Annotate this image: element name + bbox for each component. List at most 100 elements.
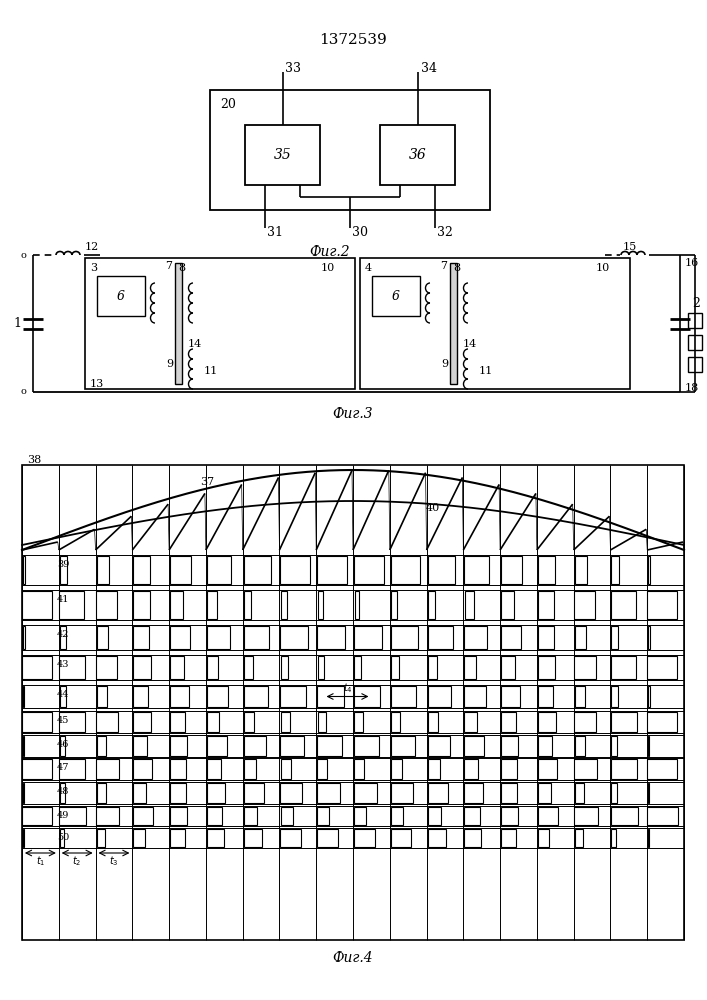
Bar (23, 556, 25, 584)
Bar (133, 807, 153, 825)
Bar (60, 626, 66, 649)
Bar (648, 626, 650, 649)
Text: $t_3$: $t_3$ (109, 854, 119, 868)
Bar (612, 686, 617, 707)
Bar (244, 736, 266, 756)
Bar (23, 829, 24, 847)
Bar (354, 656, 361, 679)
Bar (537, 712, 556, 732)
Bar (574, 759, 597, 779)
Bar (648, 686, 650, 707)
Bar (574, 656, 595, 679)
Bar (464, 591, 474, 619)
Text: 47: 47 (57, 763, 69, 772)
Bar (428, 759, 440, 779)
Text: 2: 2 (692, 297, 700, 310)
Bar (207, 712, 219, 732)
Bar (538, 591, 554, 619)
Bar (428, 686, 452, 707)
Text: 10: 10 (596, 263, 610, 273)
Bar (59, 712, 85, 732)
Text: 10: 10 (321, 263, 335, 273)
Text: Фиг.3: Фиг.3 (333, 407, 373, 421)
Bar (391, 556, 420, 584)
Text: $t_2$: $t_2$ (73, 854, 82, 868)
Text: 1372539: 1372539 (319, 33, 387, 47)
Bar (501, 807, 518, 825)
Bar (317, 626, 346, 649)
Text: 6: 6 (392, 290, 400, 302)
Bar (537, 807, 558, 825)
Text: 38: 38 (27, 455, 41, 465)
Bar (244, 591, 252, 619)
Bar (134, 686, 148, 707)
Bar (23, 626, 25, 649)
Bar (60, 783, 65, 803)
Bar (688, 357, 702, 372)
Bar (464, 759, 478, 779)
Bar (464, 626, 487, 649)
Bar (170, 807, 187, 825)
Bar (537, 759, 557, 779)
Bar (612, 556, 619, 584)
Text: 31: 31 (267, 227, 283, 239)
Bar (464, 736, 484, 756)
Bar (22, 656, 52, 679)
Bar (464, 829, 481, 847)
Bar (23, 783, 24, 803)
Bar (317, 556, 347, 584)
Bar (22, 465, 684, 940)
Bar (538, 626, 554, 649)
Bar (244, 712, 255, 732)
Bar (170, 686, 189, 707)
Bar (648, 656, 677, 679)
Bar (60, 736, 66, 756)
Bar (501, 736, 518, 756)
Bar (611, 759, 637, 779)
Bar (611, 807, 638, 825)
Text: 9: 9 (441, 359, 448, 369)
Text: 49: 49 (57, 811, 69, 820)
Bar (317, 807, 329, 825)
Text: 50: 50 (57, 833, 69, 842)
Bar (97, 829, 105, 847)
Bar (245, 125, 320, 185)
Bar (207, 829, 224, 847)
Bar (391, 783, 413, 803)
Bar (501, 712, 516, 732)
Bar (207, 759, 221, 779)
Bar (281, 783, 303, 803)
Bar (501, 626, 521, 649)
Bar (60, 829, 64, 847)
Text: 8: 8 (178, 263, 185, 273)
Bar (175, 263, 182, 384)
Text: 8: 8 (453, 263, 460, 273)
Bar (281, 759, 291, 779)
Bar (97, 276, 145, 316)
Bar (391, 686, 416, 707)
Bar (464, 783, 483, 803)
Bar (354, 686, 380, 707)
Bar (688, 335, 702, 350)
Bar (207, 591, 217, 619)
Bar (391, 807, 403, 825)
Bar (501, 829, 515, 847)
Bar (648, 556, 650, 584)
Bar (85, 258, 355, 389)
Bar (244, 656, 253, 679)
Bar (354, 783, 377, 803)
Bar (354, 626, 382, 649)
Bar (23, 736, 24, 756)
Bar (281, 736, 304, 756)
Bar (538, 686, 553, 707)
Bar (501, 591, 514, 619)
Bar (170, 783, 186, 803)
Bar (648, 783, 649, 803)
Bar (97, 626, 108, 649)
Text: 16: 16 (685, 258, 699, 268)
Bar (464, 686, 486, 707)
Bar (207, 807, 222, 825)
Bar (575, 736, 585, 756)
Text: Фиг.2: Фиг.2 (310, 245, 350, 259)
Text: 44: 44 (57, 690, 69, 699)
